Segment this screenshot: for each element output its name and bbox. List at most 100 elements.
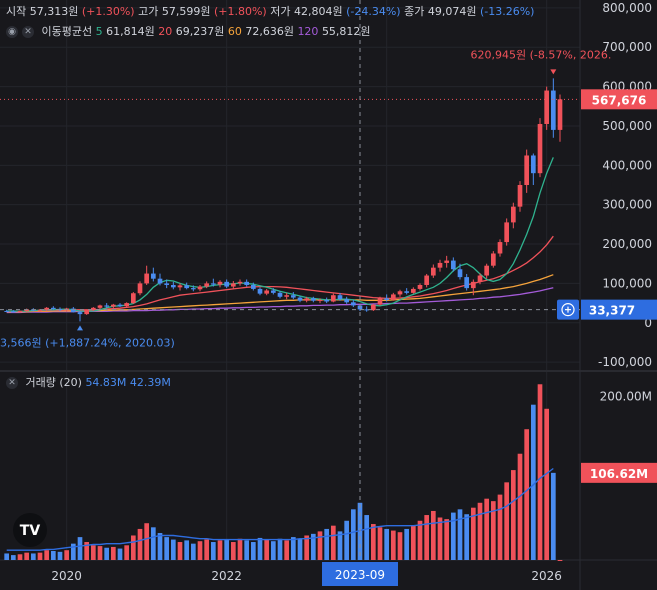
high-change: (+1.80%) [213,5,267,18]
volume-bar [191,543,196,560]
candle-body [184,285,189,289]
candle-body [364,309,369,311]
candle-body [411,288,416,293]
high-value: 57,599원 [161,5,211,18]
ohlc-legend: 시작 57,313원 (+1.30%) 고가 57,599원 (+1.80%) … [6,5,534,19]
candle-body [137,283,143,294]
candle-body [524,155,529,185]
volume-bar [117,548,123,560]
time-tick-label: 2022 [211,569,242,583]
volume-bar [444,519,449,560]
axes: 800,000700,000600,000500,000400,000300,0… [13,1,657,586]
volume-bar [131,535,136,560]
candle-body [531,155,536,174]
tradingview-logo-text: TV [20,523,41,539]
volume-bar [271,541,276,560]
candle-body [444,260,449,263]
low-value: 42,804원 [293,5,343,18]
volume-bar [457,509,463,560]
candle-body [377,298,383,305]
close-label: 종가 [404,5,425,18]
volume-bar [204,539,209,560]
crosshair-time-badge [322,562,398,586]
candle-body [111,304,116,307]
volume-bar [491,501,496,560]
candle-body [144,273,149,284]
candle-body [271,290,276,293]
tradingview-logo [13,513,47,547]
ma5-period: 5 [95,25,103,38]
time-tick-label: 2020 [51,569,82,583]
volume-bar [171,539,176,560]
candle-body [317,299,323,301]
candle-body [351,302,356,306]
volume-bar [551,472,556,560]
close-change: (-13.26%) [479,5,535,18]
candle-body [297,297,303,301]
volume-bar [57,551,63,560]
candle-body [231,283,236,287]
volume-legend-title: 거래량 (20) [25,376,82,389]
volume-bar [77,537,83,560]
close-icon[interactable]: ✕ [22,26,34,38]
volume-bar [371,524,376,560]
candle-body [204,283,209,287]
candle-body [384,298,389,300]
overlays: 620,945원 (-8.57%, 2026. 3,566원 (+1,887.24… [0,0,611,560]
volume-bar [217,540,223,560]
volume-bar [524,429,529,560]
close-icon[interactable]: ✕ [6,377,18,389]
volume-bar [91,545,96,560]
min-price-marker [77,325,83,331]
candle-body [291,295,296,298]
volume-bar [137,528,143,560]
volume-bar [511,470,516,560]
volume-bar [64,550,69,560]
volume-bar [544,408,549,560]
candle-body [17,310,23,312]
candle-body [477,275,483,282]
volume-bar [164,537,169,560]
candle-body [404,291,409,293]
candle-body [491,253,496,266]
volume-bar [351,509,356,560]
volume-bar [377,527,383,560]
volume-bar [504,482,509,560]
time-tick-label: 2026 [531,569,562,583]
open-value: 57,313원 [29,5,79,18]
volume-bar [211,542,216,560]
volume-bar [344,520,349,560]
ma5-value: 61,814원 [106,25,155,38]
price-tick-label: 0 [644,316,652,330]
volume-bar [411,525,416,560]
candle-body [331,295,336,302]
volume-bar [297,538,303,560]
eye-icon[interactable]: ◉ [6,26,18,38]
candle-body [264,290,269,294]
price-tick-label: -100,000 [598,355,652,369]
volume-bar [124,545,129,560]
price-tick-label: 300,000 [602,198,652,212]
volume-bar [417,520,423,560]
volume-bar [24,552,29,560]
candle-body [97,305,103,308]
volume-bar [384,528,389,560]
volume-bar [157,533,163,560]
candle-body [417,284,423,289]
open-label: 시작 [6,5,27,18]
price-tick-label: 100,000 [602,276,652,290]
plus-circle-icon[interactable] [561,303,575,317]
current-volume-badge [581,462,657,483]
candle-body [397,291,403,295]
price-tick-label: 700,000 [602,40,652,54]
candle-body [44,307,49,310]
ma-legend-title: 이동평균선 [41,25,93,38]
volume-bar [237,538,243,560]
candle-body [37,309,43,311]
crosshair-price-value: 33,377 [589,304,635,318]
ma120-period: 120 [297,25,319,38]
candle-body [177,285,183,288]
current-volume-value: 106.62M [590,467,648,481]
